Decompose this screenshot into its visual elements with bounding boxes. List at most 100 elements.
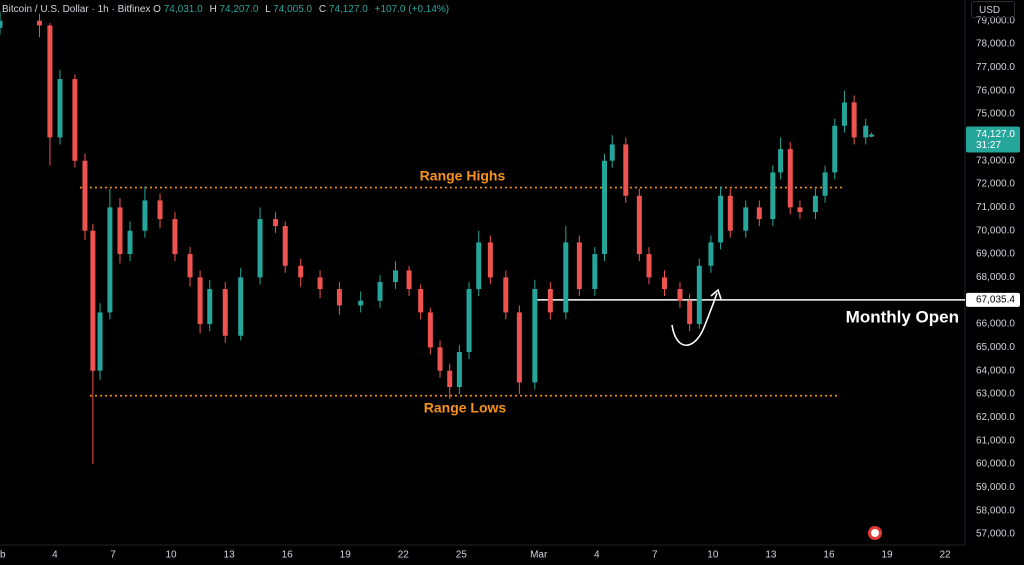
level-price-label: 67,035.4 [976,295,1015,306]
candle-body [487,242,493,278]
y-tick-label: 64,000.0 [976,365,1015,376]
candle-body [456,352,462,388]
candle-body [476,242,482,290]
candle-body [770,172,776,220]
candle-body [257,219,263,278]
candle-body [358,300,364,306]
candle-body [187,254,193,278]
ohlc-value: 74,207.0 [219,4,259,15]
candle-body [57,79,63,138]
candle-body [832,125,838,173]
change: +107.0 (+0.14%) [374,4,450,15]
candle-body [661,277,667,290]
candle-body [107,207,113,313]
candle-body [197,277,203,325]
x-tick-label: 16 [282,550,294,561]
event-icon-inner [871,529,879,537]
candle-body [82,160,88,231]
candle-body [157,200,163,220]
candle-body [222,289,228,336]
ohlc-key: H [209,4,217,15]
level-annotation: Range Highs [420,167,506,183]
candle-body [646,254,652,278]
x-tick-label: 13 [224,550,236,561]
candle-body [418,289,424,313]
x-tick-label: 19 [881,550,893,561]
candle-body [72,79,78,161]
currency-button[interactable]: USD [971,1,1015,18]
candle-body [609,144,615,161]
x-tick-label: 4 [52,550,58,561]
candle-body [677,289,683,301]
ohlc-key: L [265,4,271,15]
candle-body [851,102,857,138]
x-tick-label: 16 [823,550,835,561]
x-tick-label: 22 [940,550,952,561]
candle-body [127,230,133,255]
ohlc-key: O [153,4,161,15]
candle-body [516,312,522,383]
candle-body [841,102,847,126]
y-tick-label: 79,000.0 [976,15,1015,26]
candle-body [273,219,279,227]
ohlc-value: 74,031.0 [163,4,203,15]
y-tick-label: 71,000.0 [976,202,1015,213]
curved-arrow [671,292,718,346]
y-tick-label: 61,000.0 [976,435,1015,446]
last-price-label: 74,127.0 [976,129,1015,140]
ohlc-value: 74,005.0 [273,4,313,15]
candle-body [427,312,433,348]
ohlc-key: C [318,4,327,15]
candle-body [282,226,288,266]
candle-body [47,25,53,138]
candle-body [97,312,103,371]
x-tick-label: 25 [456,550,468,561]
y-tick-label: 62,000.0 [976,412,1015,423]
candle-body [238,277,244,336]
candle-body [727,195,733,231]
candle-body [36,20,42,26]
candle-body [797,207,803,213]
y-tick-label: 75,000.0 [976,109,1015,120]
y-tick-label: 63,000.0 [976,389,1015,400]
candle-body [532,289,538,383]
candle-body [602,160,608,255]
y-tick-label: 68,000.0 [976,272,1015,283]
y-tick-label: 76,000.0 [976,85,1015,96]
x-tick-label: 7 [110,550,116,561]
candle-body [117,207,123,255]
candle-body [0,20,3,28]
level-price-tag [966,292,1020,307]
candle-body [812,195,818,213]
candle-body [718,195,724,243]
level-annotation: Monthly Open [846,307,959,326]
y-tick-label: 65,000.0 [976,342,1015,353]
candle-body [787,149,793,208]
symbol: Bitcoin / U.S. Dollar · 1h · Bitfinex [2,4,151,15]
x-tick-label: 10 [707,550,719,561]
candle-body [317,277,323,290]
candle-body [172,219,178,255]
y-tick-label: 66,000.0 [976,319,1015,330]
candle-body [503,277,509,313]
y-tick-label: 69,000.0 [976,249,1015,260]
candle-body [298,265,304,278]
candle-body [406,270,412,290]
candle-body [336,289,342,306]
countdown: 31:27 [976,140,1001,151]
arrow-head [710,288,722,300]
x-tick-label: 10 [165,550,177,561]
y-tick-label: 77,000.0 [976,62,1015,73]
candle-body [377,282,383,301]
candle-body [869,134,875,137]
candle-body [576,242,582,290]
candle-body [708,242,714,266]
candle-body [756,207,762,220]
y-tick-label: 58,000.0 [976,505,1015,516]
x-tick-label: 4 [594,550,600,561]
y-tick-label: 60,000.0 [976,459,1015,470]
last-price-tag [966,126,1020,153]
candle-body [142,200,148,231]
candle-body [563,242,569,313]
